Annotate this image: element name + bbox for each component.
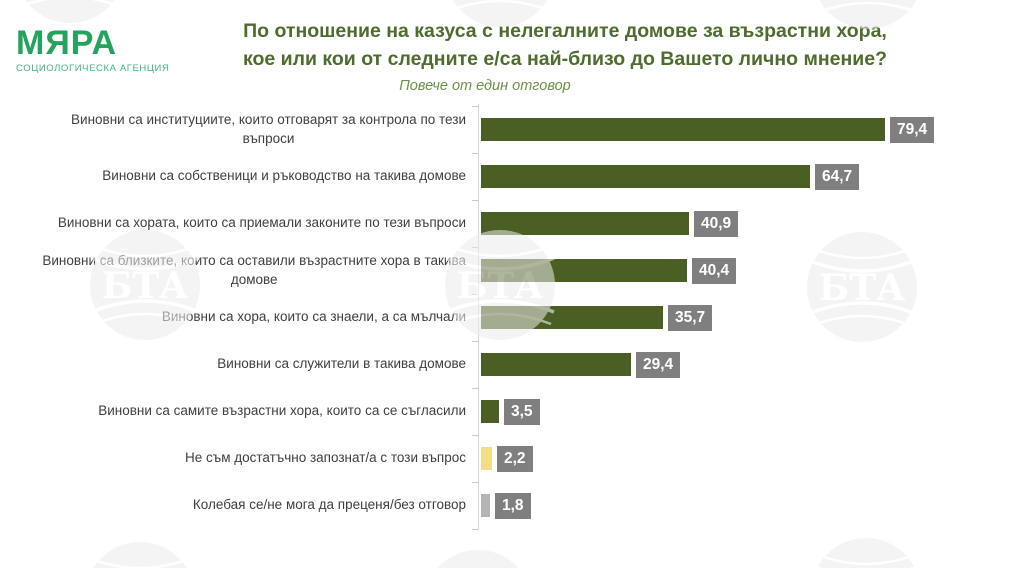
bar-cell: 3,5 (481, 388, 1009, 435)
bar-row: Виновни са хора, които са знаели, а са м… (0, 294, 1009, 341)
category-label: Виновни са хора, които са знаели, а са м… (161, 309, 466, 325)
bar-row: Не съм достатъчно запознат/а с този въпр… (0, 435, 1009, 482)
bta-watermark-logo: БТА (426, 550, 530, 568)
bar-cell: 40,4 (481, 247, 1009, 294)
axis-tick (472, 529, 478, 530)
bar-cell: 2,2 (481, 435, 1009, 482)
category-label-cell: Виновни са хората, които са приемали зак… (0, 200, 466, 247)
bar-row: Виновни са собственици и ръководство на … (0, 153, 1009, 200)
chart-subtitle: Повече от един отговор (399, 78, 571, 94)
bar-cell: 79,4 (481, 106, 1009, 153)
axis-tick (472, 153, 478, 154)
bar (481, 165, 810, 188)
agency-logo: МЯРА СОЦИОЛОГИЧЕСКА АГЕНЦИЯ (16, 26, 169, 74)
category-label-cell: Виновни са самите възрастни хора, които … (0, 388, 466, 435)
category-label: Виновни са собственици и ръководство на … (102, 168, 466, 184)
agency-logo-name: МЯРА (16, 24, 118, 62)
axis-tick (472, 482, 478, 483)
bar (481, 447, 492, 470)
axis-tick (472, 388, 478, 389)
bar (481, 400, 499, 423)
bar-cell: 35,7 (481, 294, 1009, 341)
bar (481, 259, 687, 282)
category-axis-line (472, 104, 479, 530)
category-label-cell: Виновни са служители в такива домове (0, 341, 466, 388)
bar (481, 494, 490, 517)
category-label-cell: Виновни са хора, които са знаели, а са м… (0, 294, 466, 341)
axis-tick (472, 200, 478, 201)
axis-tick (472, 294, 478, 295)
bar (481, 353, 631, 376)
category-label: Колебая се/не мога да преценя/без отгово… (192, 497, 466, 513)
bar-cell: 64,7 (481, 153, 1009, 200)
bta-watermark-logo: БТА (88, 542, 192, 568)
bar-chart: Виновни са институциите, които отговарят… (0, 104, 1009, 530)
category-label-cell: Виновни са близките, които са оставили в… (0, 247, 466, 294)
bar-cell: 1,8 (481, 482, 1009, 529)
axis-tick (472, 435, 478, 436)
bar-row: Виновни са хората, които са приемали зак… (0, 200, 1009, 247)
category-label: Виновни са институциите, които отговарят… (71, 111, 466, 146)
bar-cell: 29,4 (481, 341, 1009, 388)
bar-row: Виновни са институциите, които отговарят… (0, 106, 1009, 153)
category-label-cell: Колебая се/не мога да преценя/без отгово… (0, 482, 466, 529)
bar-row: Колебая се/не мога да преценя/без отгово… (0, 482, 1009, 529)
value-badge: 40,4 (692, 257, 737, 284)
chart-title-line-2: кое или кои от следните е/са най-близо д… (242, 48, 888, 70)
category-label: Виновни са близките, които са оставили в… (42, 252, 466, 287)
axis-tick (472, 341, 478, 342)
value-badge: 29,4 (636, 351, 681, 378)
category-label-cell: Не съм достатъчно запознат/а с този въпр… (0, 435, 466, 482)
value-badge: 35,7 (668, 304, 713, 331)
bar-cell: 40,9 (481, 200, 1009, 247)
bta-watermark-logo: БТА (811, 538, 921, 568)
bar (481, 306, 663, 329)
bar-row: Виновни са самите възрастни хора, които … (0, 388, 1009, 435)
bar (481, 212, 689, 235)
bta-watermark-logo: БТА (18, 0, 122, 23)
bar-row: Виновни са служители в такива домове 29,… (0, 341, 1009, 388)
agency-logo-tagline: СОЦИОЛОГИЧЕСКА АГЕНЦИЯ (16, 63, 170, 74)
value-badge: 1,8 (495, 492, 531, 519)
axis-tick (472, 106, 478, 107)
value-badge: 64,7 (815, 163, 860, 190)
value-badge: 79,4 (890, 116, 935, 143)
bar-row: Виновни са близките, които са оставили в… (0, 247, 1009, 294)
value-badge: 2,2 (497, 445, 533, 472)
chart-title: По отношение на казуса с нелегалните дом… (180, 17, 950, 73)
chart-title-line-1: По отношение на казуса с нелегалните дом… (243, 20, 887, 42)
bar (481, 118, 885, 141)
value-badge: 40,9 (694, 210, 739, 237)
axis-tick (472, 247, 478, 248)
category-label: Виновни са служители в такива домове (217, 356, 466, 372)
category-label-cell: Виновни са собственици и ръководство на … (0, 153, 466, 200)
category-label: Виновни са хората, които са приемали зак… (57, 215, 466, 231)
category-label: Виновни са самите възрастни хора, които … (98, 403, 466, 419)
category-label-cell: Виновни са институциите, които отговарят… (0, 106, 466, 153)
value-badge: 3,5 (504, 398, 540, 425)
category-label: Не съм достатъчно запознат/а с този въпр… (185, 450, 466, 466)
